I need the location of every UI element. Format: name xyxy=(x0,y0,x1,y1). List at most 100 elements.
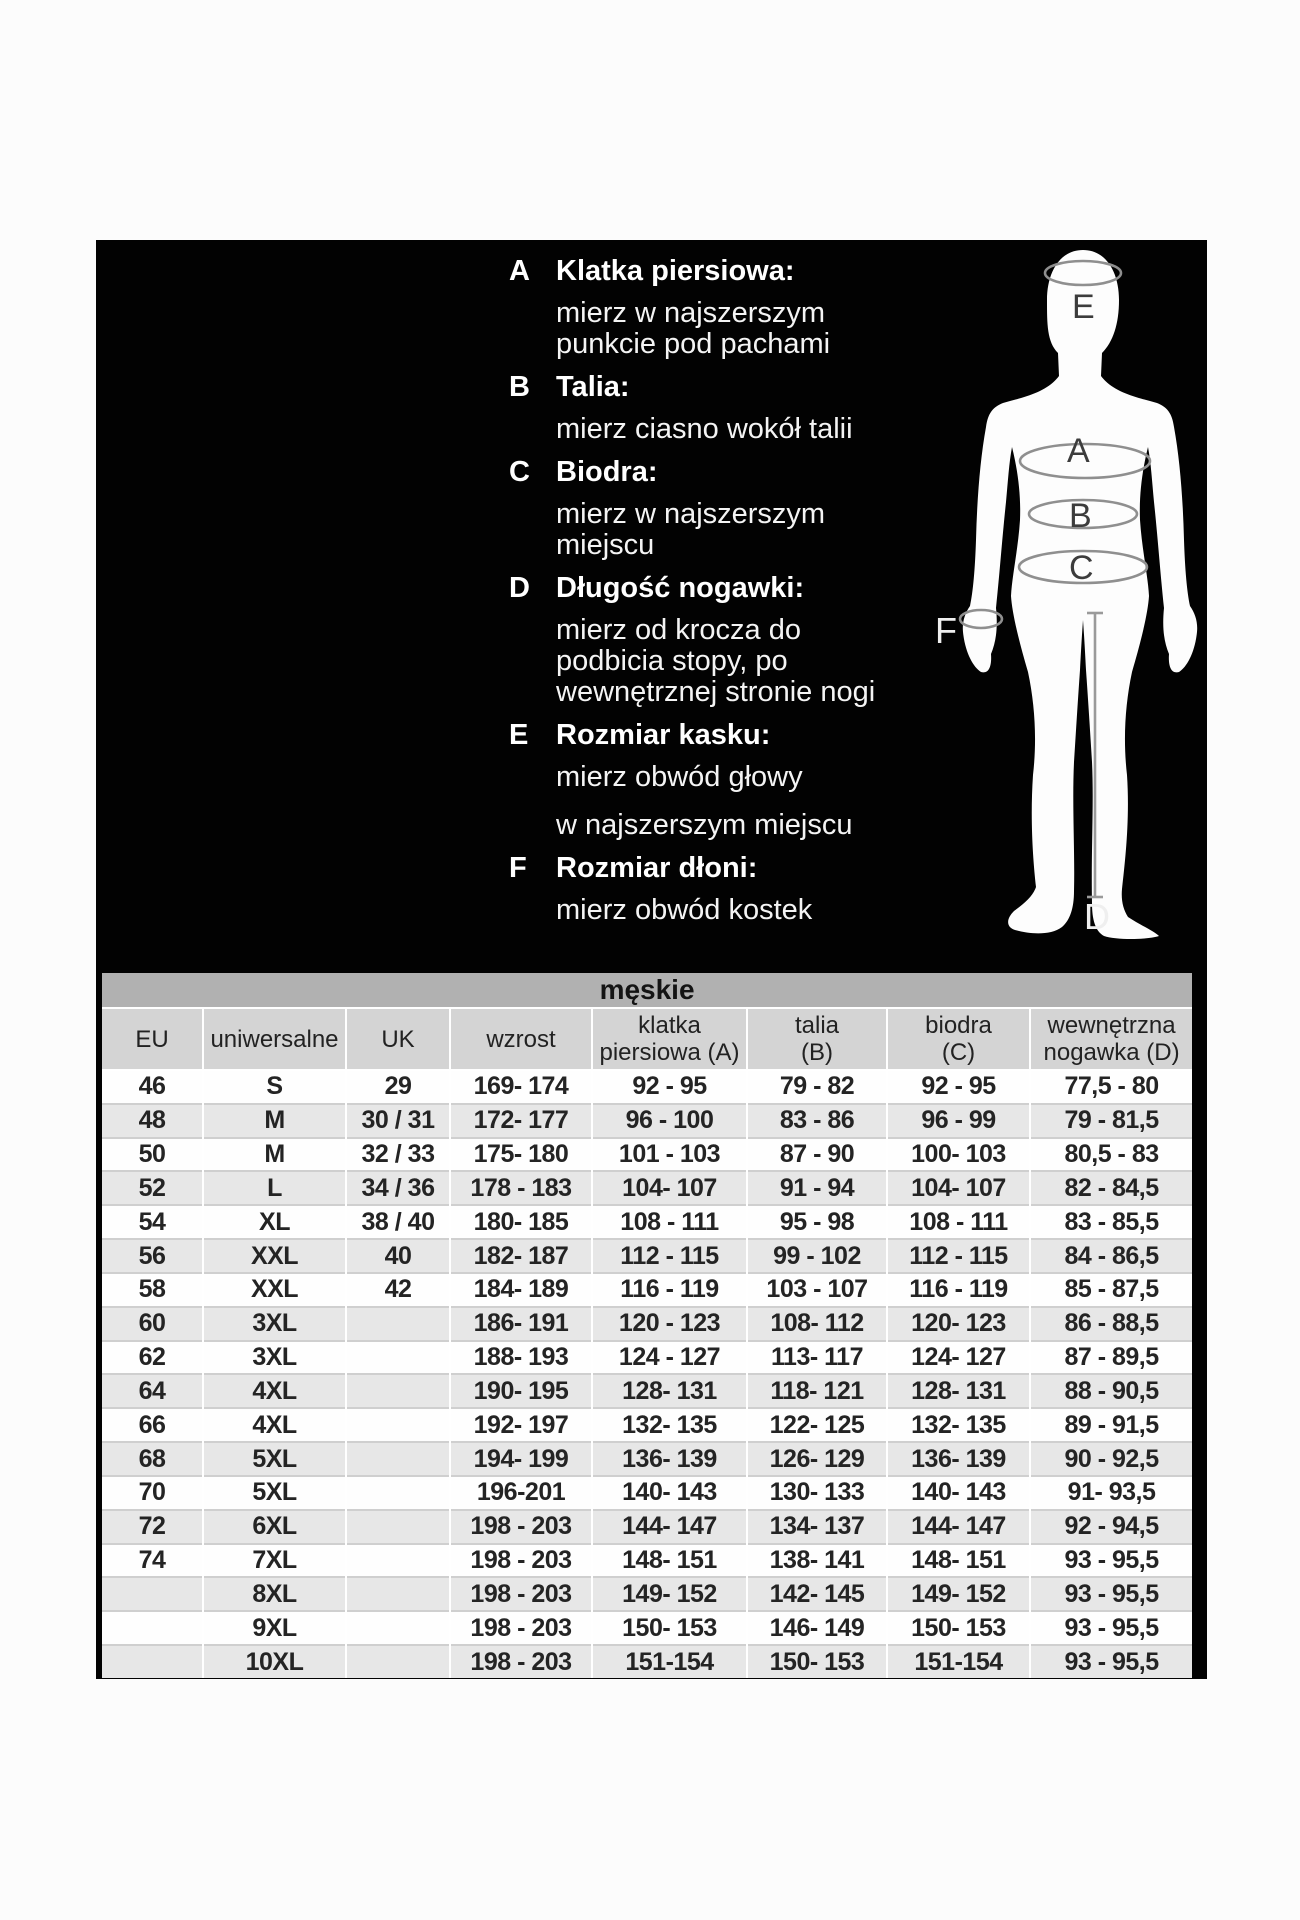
table-row: 48 M 30 / 31 172- 177 96 - 100 83 - 86 96 - 99… xyxy=(102,1102,1193,1138)
size-cell: 150- 153 xyxy=(591,1610,747,1646)
table-row: 9XL 198 - 203 150- 153 146- 149 150- 153 93 -… xyxy=(102,1610,1193,1646)
size-cell: 136- 139 xyxy=(886,1441,1030,1476)
size-cell: 93 - 95,5 xyxy=(1028,1542,1193,1578)
size-cell: 60 xyxy=(102,1305,203,1341)
size-cell: 196-201 xyxy=(449,1474,592,1510)
size-cell: 151-154 xyxy=(591,1644,747,1678)
figure-label-hand: F xyxy=(935,610,957,651)
size-cell: 112 - 115 xyxy=(591,1238,747,1273)
size-cell: 89 - 91,5 xyxy=(1028,1407,1193,1443)
measure-letter: F xyxy=(509,852,527,884)
size-cell xyxy=(345,1339,450,1375)
size-cell: XXL xyxy=(202,1271,346,1307)
size-cell: 128- 131 xyxy=(886,1373,1030,1409)
size-cell: M xyxy=(202,1136,346,1172)
size-cell xyxy=(345,1644,450,1678)
table-row: 46 S 29 169- 174 92 - 95 79 - 82 92 - 95 77,5 -… xyxy=(102,1069,1193,1104)
size-cell: 6XL xyxy=(202,1508,346,1544)
size-cell: 9XL xyxy=(202,1610,346,1646)
size-cell: 122- 125 xyxy=(746,1407,887,1443)
table-row: 58 XXL 42 184- 189 116 - 119 103 - 107 116 - 1… xyxy=(102,1271,1193,1307)
size-cell: 95 - 98 xyxy=(746,1204,887,1240)
size-cell: 58 xyxy=(102,1271,203,1307)
figure-label-hips: C xyxy=(1069,549,1094,587)
measure-letter: C xyxy=(509,456,530,488)
measure-line: mierz w najszerszym xyxy=(556,498,826,530)
measure-line: mierz w najszerszym xyxy=(556,297,826,329)
measure-item: B Talia: mierz ciasno wokół talii xyxy=(509,372,875,445)
size-cell: 96 - 99 xyxy=(886,1102,1030,1138)
size-cell: 86 - 88,5 xyxy=(1028,1305,1193,1341)
size-cell: 92 - 94,5 xyxy=(1028,1508,1193,1544)
size-cell: 92 - 95 xyxy=(886,1069,1030,1104)
size-cell: 96 - 100 xyxy=(591,1102,747,1138)
size-cell: 150- 153 xyxy=(746,1644,887,1678)
size-cell xyxy=(345,1305,450,1341)
table-row: 70 5XL 196-201 140- 143 130- 133 140- 143 91- … xyxy=(102,1474,1193,1510)
header-row: EU uniwersalne UK wzrost klatka piersiowa (A… xyxy=(102,1007,1193,1070)
table-row: 60 3XL 186- 191 120 - 123 108- 112 120- 123 86… xyxy=(102,1305,1193,1341)
size-cell: 198 - 203 xyxy=(449,1576,592,1612)
measure-line: w najszerszym miejscu xyxy=(556,809,853,841)
size-cell: 101 - 103 xyxy=(591,1136,747,1172)
measure-line: wewnętrznej stronie nogi xyxy=(556,676,876,708)
size-cell: 144- 147 xyxy=(591,1508,747,1544)
size-cell: 93 - 95,5 xyxy=(1028,1610,1193,1646)
measure-lines: mierz od krocza do podbicia stopy, po wewn… xyxy=(556,615,875,708)
size-cell: 56 xyxy=(102,1238,203,1273)
size-cell: 198 - 203 xyxy=(449,1542,592,1578)
size-cell xyxy=(102,1610,203,1646)
size-cell: 178 - 183 xyxy=(449,1170,592,1206)
measure-line: mierz ciasno wokół talii xyxy=(556,413,853,445)
size-cell: 108 - 111 xyxy=(886,1204,1030,1240)
size-cell: 124 - 127 xyxy=(591,1339,747,1375)
table-row: 10XL 198 - 203 151-154 150- 153 151-154 93 - … xyxy=(102,1644,1193,1678)
size-cell: XXL xyxy=(202,1238,346,1273)
size-cell xyxy=(345,1542,450,1578)
measure-letter: B xyxy=(509,371,530,403)
size-cell: 192- 197 xyxy=(449,1407,592,1443)
measure-item: F Rozmiar dłoni: mierz obwód kostek xyxy=(509,853,875,926)
column-header: EU xyxy=(102,1007,203,1070)
wrist-measure-ellipse xyxy=(958,608,1004,630)
size-cell: 46 xyxy=(102,1069,203,1104)
size-cell: 104- 107 xyxy=(886,1170,1030,1206)
table-row: 50 M 32 / 33 175- 180 101 - 103 87 - 90 100- 1… xyxy=(102,1136,1193,1172)
size-cell: 74 xyxy=(102,1542,203,1578)
measure-item: D Długość nogawki: mierz od krocza do podbi… xyxy=(509,573,875,708)
measure-lines: mierz ciasno wokół talii xyxy=(556,414,875,445)
measure-title: Rozmiar dłoni: xyxy=(556,852,758,884)
size-cell: 144- 147 xyxy=(886,1508,1030,1544)
size-cell xyxy=(345,1474,450,1510)
size-cell: 87 - 90 xyxy=(746,1136,887,1172)
size-cell: 108 - 111 xyxy=(591,1204,747,1240)
measure-title: Talia: xyxy=(556,371,630,403)
figure-label-leg: D xyxy=(1084,896,1110,937)
size-cell: 52 xyxy=(102,1170,203,1206)
size-cell xyxy=(345,1373,450,1409)
measure-line: mierz obwód kostek xyxy=(556,894,813,926)
chest-measure-ellipse xyxy=(1018,442,1152,480)
size-cell: XL xyxy=(202,1204,346,1240)
size-cell: 72 xyxy=(102,1508,203,1544)
size-cell: 79 - 82 xyxy=(746,1069,887,1104)
size-cell: 148- 151 xyxy=(886,1542,1030,1578)
size-cell: 83 - 85,5 xyxy=(1028,1204,1193,1240)
size-table-area: męskie EU uniwersalne UK wzrost klatka piers… xyxy=(102,973,1193,1678)
helmet-measure-ellipse xyxy=(1043,259,1123,287)
measure-title: Rozmiar kasku: xyxy=(556,719,771,751)
size-cell: 3XL xyxy=(202,1305,346,1341)
size-cell: 88 - 90,5 xyxy=(1028,1373,1193,1409)
size-cell xyxy=(345,1576,450,1612)
size-cell: 40 xyxy=(345,1238,450,1273)
size-cell: 38 / 40 xyxy=(345,1204,450,1240)
measure-line: mierz obwód głowy xyxy=(556,761,803,793)
size-cell: 188- 193 xyxy=(449,1339,592,1375)
measure-line: podbicia stopy, po xyxy=(556,645,788,677)
size-cell: 70 xyxy=(102,1474,203,1510)
size-cell: 113- 117 xyxy=(746,1339,887,1375)
measurement-guide-list: A Klatka piersiowa: mierz w najszerszym pun… xyxy=(509,256,875,938)
size-cell: 103 - 107 xyxy=(746,1271,887,1307)
size-cell: 190- 195 xyxy=(449,1373,592,1409)
measure-title: Klatka piersiowa: xyxy=(556,255,795,287)
